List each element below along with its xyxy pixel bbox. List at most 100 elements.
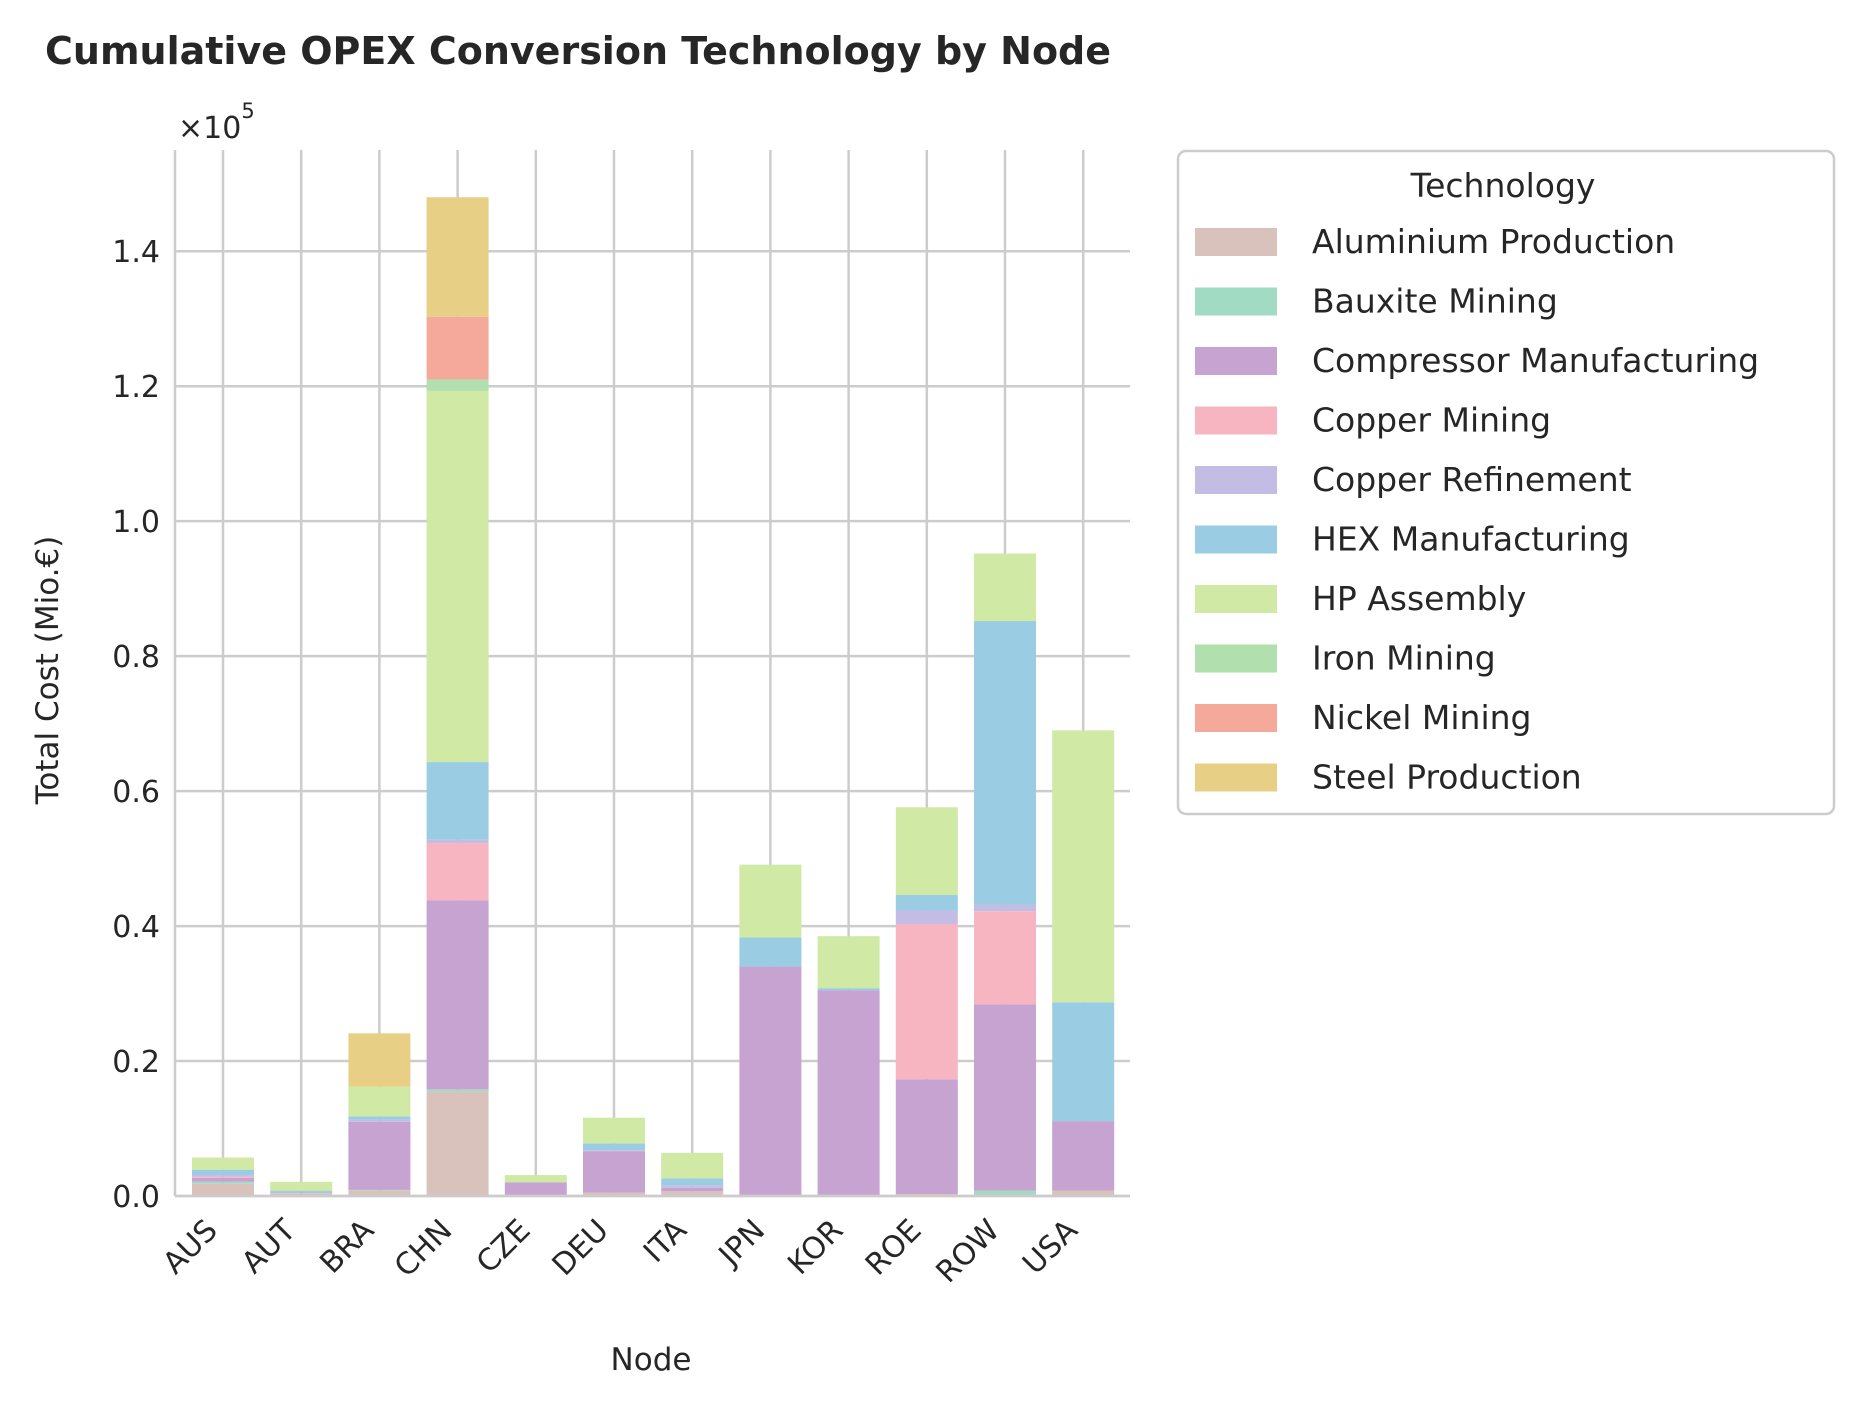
bar-segment (426, 197, 489, 317)
bar-segment (583, 1143, 645, 1151)
bar-segment (426, 762, 489, 840)
x-tick-labels: AUS AUT BRA CHN CZE DEU ITA JPN KOR ROE ROW USA (156, 1212, 1085, 1290)
bar-segment (817, 936, 880, 989)
bar-segment (270, 1191, 333, 1193)
bar-segment (348, 1121, 411, 1190)
bar-segment (974, 553, 1036, 622)
legend-label: Steel Production (1312, 758, 1582, 797)
x-axis-label: Node (611, 1342, 692, 1378)
y-tick-label: 0.8 (112, 640, 160, 675)
bar-segment (270, 1181, 333, 1191)
bar-segment (1052, 730, 1115, 1003)
x-tick-label: CZE (470, 1213, 538, 1281)
bar-segment (192, 1169, 254, 1176)
bar-segment (426, 839, 489, 844)
legend-label: Aluminium Production (1312, 222, 1675, 261)
bar-segment (192, 1176, 254, 1178)
legend-label: Copper Mining (1312, 401, 1551, 440)
bar-segment (974, 1190, 1036, 1195)
x-tick-label: BRA (313, 1213, 381, 1281)
y-offset-exponent: 5 (241, 99, 254, 123)
bar-segment (348, 1190, 411, 1196)
legend-swatch (1195, 228, 1277, 256)
legend-swatch (1195, 525, 1277, 554)
bar-segment (895, 1079, 958, 1194)
bar-segment (739, 937, 802, 967)
bar-segment (739, 864, 802, 938)
bar-segment (426, 900, 489, 1090)
bar-segment (192, 1183, 254, 1196)
bar-segment (974, 904, 1036, 912)
bar-segment (895, 807, 958, 896)
legend-label: Copper Refinement (1312, 460, 1632, 499)
y-tick-label: 0.2 (112, 1045, 160, 1080)
bar-segment (1052, 1002, 1115, 1122)
y-tick-label: 0.0 (112, 1180, 160, 1215)
bar-segment (270, 1193, 333, 1196)
y-axis-label: Total Cost (Mio.€) (30, 536, 66, 806)
x-tick-label: ITA (637, 1213, 694, 1270)
bar-segment (661, 1187, 724, 1192)
bar-segment (192, 1157, 254, 1170)
bar-segment (895, 895, 958, 911)
y-tick-labels: 0.0 0.2 0.4 0.6 0.8 1.0 1.2 1.4 (112, 235, 160, 1215)
bar-segment (270, 1190, 333, 1192)
bar-segment (583, 1192, 645, 1196)
legend-label: HEX Manufacturing (1312, 520, 1630, 559)
bar-segment (583, 1117, 645, 1144)
legend-label: Bauxite Mining (1312, 282, 1558, 321)
x-tick-label: ROE (859, 1213, 929, 1283)
bar-segment (504, 1182, 567, 1195)
y-tick-label: 1.0 (112, 505, 160, 540)
bar-segment (895, 924, 958, 1080)
chart-title: Cumulative OPEX Conversion Technology by… (45, 29, 1111, 73)
bar-segment (426, 390, 489, 763)
x-tick-label: ROW (929, 1213, 1006, 1290)
legend-label: Nickel Mining (1312, 698, 1531, 737)
bar-segment (348, 1116, 411, 1120)
legend-label: HP Assembly (1312, 579, 1526, 618)
legend-swatch (1195, 585, 1277, 613)
legend-swatch (1195, 406, 1277, 435)
bar-segment (661, 1152, 724, 1179)
bar-segment (974, 1004, 1036, 1191)
legend-swatch (1195, 763, 1277, 792)
bar-segment (426, 379, 489, 391)
bar-segment (1052, 1190, 1115, 1196)
legend-frame (1176, 149, 1836, 816)
bar-segment (661, 1191, 724, 1196)
legend-swatch (1195, 704, 1277, 732)
legend-swatch (1195, 347, 1277, 375)
bar-segment (661, 1185, 724, 1188)
bar-segment (426, 316, 489, 380)
bar-segment (739, 966, 802, 1195)
y-tick-label: 0.6 (112, 775, 160, 810)
bar-segment (583, 1151, 645, 1193)
legend-swatch (1195, 644, 1277, 673)
legend-label: Iron Mining (1312, 639, 1496, 678)
bar-segment (192, 1175, 254, 1177)
legend-items: Aluminium Production Bauxite Mining Compre… (1195, 222, 1759, 797)
bar-segment (504, 1175, 567, 1183)
bar-segment (974, 621, 1036, 905)
bar-segment (348, 1189, 411, 1191)
bar-segment (817, 988, 880, 991)
x-tick-label: AUS (156, 1213, 224, 1281)
legend-swatch (1195, 466, 1277, 494)
legend: Technology Aluminium Production Bauxite M… (1176, 149, 1836, 816)
bar-segment (426, 1089, 489, 1092)
bar-segment (348, 1033, 411, 1087)
bars (192, 197, 1115, 1196)
legend-title: Technology (1410, 166, 1596, 205)
bar-segment (426, 1091, 489, 1196)
x-tick-label: AUT (235, 1212, 303, 1280)
bar-segment (426, 843, 489, 901)
x-tick-label: DEU (546, 1213, 616, 1283)
bar-segment (974, 911, 1036, 1005)
y-tick-label: 0.4 (112, 910, 160, 945)
y-offset-label: ×105 (178, 99, 255, 146)
x-tick-label: KOR (781, 1213, 850, 1282)
bar-segment (817, 990, 880, 1195)
x-tick-label: CHN (388, 1213, 459, 1284)
